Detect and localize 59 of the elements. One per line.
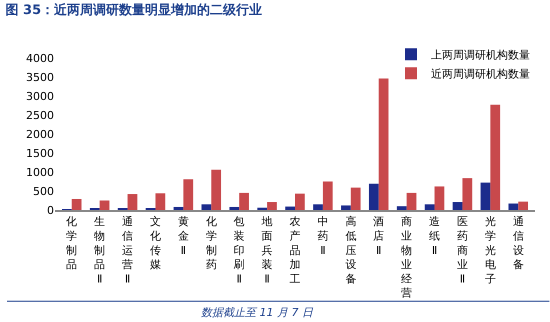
bar xyxy=(424,204,435,210)
text: 数据截止至 11 月 7 日 xyxy=(201,306,314,319)
bar xyxy=(480,182,490,210)
x-tick-label: 造纸Ⅱ xyxy=(429,215,440,257)
x-tick-label: 化学制品 xyxy=(66,215,78,272)
bar xyxy=(378,78,388,210)
bar xyxy=(155,193,166,210)
bar xyxy=(434,186,444,210)
x-tick-label: 化学制药 xyxy=(206,215,217,272)
bar xyxy=(285,206,295,210)
y-tick-label: 3500 xyxy=(26,70,54,84)
x-tick-label: 商业物业经营 xyxy=(401,215,412,300)
bar xyxy=(267,202,277,210)
bar xyxy=(406,192,416,210)
bar xyxy=(462,178,472,210)
chart-title: 图 35：近两周调研数量明显增加的二级行业 xyxy=(6,2,262,18)
bar xyxy=(202,204,212,210)
bar xyxy=(518,202,528,210)
x-tick-label: 农产品加工 xyxy=(290,215,300,286)
bar xyxy=(350,188,361,210)
bar xyxy=(72,198,82,210)
bar xyxy=(368,184,379,210)
y-tick-label: 2000 xyxy=(26,128,54,141)
legend-label: 上两周调研机构数量 xyxy=(431,48,530,62)
bar xyxy=(239,192,249,210)
bar xyxy=(211,170,222,210)
x-tick-label: 光学光电子 xyxy=(484,215,496,286)
bar xyxy=(229,206,240,210)
y-tick-label: 500 xyxy=(33,184,54,198)
bar xyxy=(183,179,194,210)
x-tick-label: 酒店Ⅱ xyxy=(373,215,384,257)
bar xyxy=(128,194,138,210)
bar xyxy=(396,206,407,210)
bar xyxy=(490,104,500,210)
x-tick-label: 通信设备 xyxy=(512,215,524,272)
y-tick-label: 0 xyxy=(47,204,54,217)
bar xyxy=(322,182,333,210)
bar xyxy=(341,205,351,210)
x-tick-label: 高低压设备 xyxy=(345,215,356,286)
x-tick-label: 中药Ⅱ xyxy=(317,215,328,257)
x-tick-label: 包装印刷Ⅱ xyxy=(234,215,245,286)
bar xyxy=(295,194,305,210)
x-tick-label: 黄金Ⅱ xyxy=(178,215,189,257)
x-tick-label: 医药商业Ⅱ xyxy=(456,215,468,286)
x-tick-label: 文化传媒 xyxy=(150,215,161,272)
y-tick-label: 4000 xyxy=(26,52,54,65)
bar xyxy=(313,204,323,210)
bar xyxy=(452,202,462,210)
x-tick-label: 生物制品Ⅱ xyxy=(94,215,106,286)
y-tick-label: 1500 xyxy=(26,146,54,160)
legend-label: 近两周调研机构数量 xyxy=(431,68,530,81)
x-tick-label: 通信运营Ⅱ xyxy=(122,215,134,286)
bar xyxy=(508,204,518,210)
x-tick-label: 地面兵装Ⅱ xyxy=(260,215,273,286)
bar xyxy=(100,200,110,210)
y-tick-label: 2500 xyxy=(26,108,54,122)
y-tick-label: 3000 xyxy=(26,90,54,103)
y-tick-label: 1000 xyxy=(26,166,54,179)
bar xyxy=(174,206,184,210)
